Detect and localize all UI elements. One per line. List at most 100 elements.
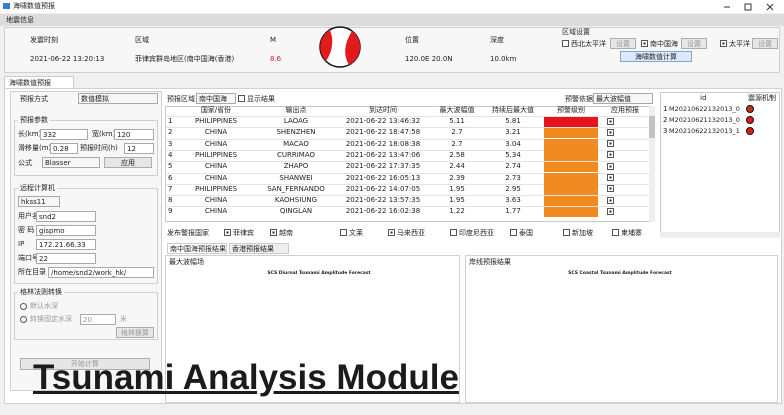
region-option: 西北太平洋 xyxy=(571,41,606,48)
input[interactable]: gispmo xyxy=(36,225,96,236)
radio[interactable] xyxy=(20,303,27,310)
country-checkbox[interactable] xyxy=(224,229,231,236)
select[interactable]: hkss11 xyxy=(18,196,60,207)
input[interactable]: 12 xyxy=(124,143,154,154)
table-cell: 2021-06-22 14:07:05 xyxy=(337,186,429,193)
maximize-icon[interactable] xyxy=(745,4,751,10)
apply-checkbox[interactable] xyxy=(607,118,614,125)
select[interactable]: 最大波幅值 xyxy=(593,93,653,104)
table-cell: 6 xyxy=(165,175,177,182)
table-cell: 4 xyxy=(165,152,177,159)
country-checkbox[interactable] xyxy=(270,229,277,236)
input[interactable]: 172.21.66.33 xyxy=(36,239,96,250)
warning-level xyxy=(544,128,598,139)
settings-button[interactable]: 设置 xyxy=(752,38,778,49)
table-cell: PHILIPPINES xyxy=(177,186,255,193)
region-option: 南中国海 xyxy=(650,41,678,48)
radio[interactable] xyxy=(20,316,27,323)
input[interactable]: /home/snd2/work_hk/ xyxy=(48,267,154,278)
input[interactable]: 0.28 xyxy=(50,143,78,154)
column-header: 持续后最大值 xyxy=(485,107,541,114)
label: 转换固定水深 xyxy=(30,316,72,323)
table-cell: 2021-06-22 13:47:06 xyxy=(337,152,429,159)
country-checkbox[interactable] xyxy=(388,229,395,236)
label: 预报区域 xyxy=(167,96,195,103)
table-cell: 3.04 xyxy=(485,141,541,148)
quake-label: M xyxy=(270,37,276,44)
checkbox[interactable] xyxy=(238,95,245,102)
select[interactable]: 数值模拟 xyxy=(78,93,158,104)
country-name: 马来西亚 xyxy=(397,230,425,237)
quake-value: 120.0E 20.0N xyxy=(405,56,453,63)
beachball xyxy=(320,27,360,67)
apply-checkbox[interactable] xyxy=(607,185,614,192)
result-tab[interactable]: 香港预报结果 xyxy=(229,243,289,254)
country-checkbox[interactable] xyxy=(340,229,347,236)
apply-checkbox[interactable] xyxy=(607,151,614,158)
table-cell: 2.7 xyxy=(429,129,485,136)
tab[interactable]: 海啸数值预报 xyxy=(4,76,74,88)
mechanism-icon xyxy=(746,116,754,124)
column-header: 输出点 xyxy=(255,107,337,114)
input[interactable]: 22 xyxy=(36,253,96,264)
close-icon[interactable] xyxy=(767,4,773,10)
input[interactable]: 20 xyxy=(80,314,116,325)
apply-checkbox[interactable] xyxy=(607,163,614,170)
table-cell: 1.22 xyxy=(429,208,485,215)
region-checkbox[interactable] xyxy=(562,40,569,47)
country-checkbox[interactable] xyxy=(612,229,619,236)
column-header: 到达时间 xyxy=(337,107,429,114)
region-checkbox[interactable] xyxy=(720,40,727,47)
table-cell: 2.73 xyxy=(485,175,541,182)
table-cell: 1 xyxy=(165,118,177,125)
table-cell: 2.7 xyxy=(429,141,485,148)
country-checkbox[interactable] xyxy=(510,229,517,236)
quake-label: 深度 xyxy=(490,37,504,44)
warning-level xyxy=(544,162,598,173)
apply-checkbox[interactable] xyxy=(607,208,614,215)
button[interactable]: 应用 xyxy=(104,157,152,168)
country-name: 新加坡 xyxy=(572,230,593,237)
table-cell: 1.95 xyxy=(429,186,485,193)
table-cell: SHENZHEN xyxy=(255,129,337,136)
table-cell: 5.34 xyxy=(485,152,541,159)
select[interactable]: 南中国海 xyxy=(196,93,236,104)
id-item[interactable]: M20210622132013_1 xyxy=(669,128,740,135)
quake-label: 区域 xyxy=(135,37,149,44)
table-cell: CHINA xyxy=(177,175,255,182)
table-cell: 2.58 xyxy=(429,152,485,159)
settings-button[interactable]: 设置 xyxy=(681,38,707,49)
apply-checkbox[interactable] xyxy=(607,174,614,181)
panel-title: 最大波幅场 xyxy=(169,259,204,266)
table-cell: 5 xyxy=(165,163,177,170)
table-cell: CHINA xyxy=(177,197,255,204)
country-checkbox[interactable] xyxy=(450,229,457,236)
input[interactable]: 332 xyxy=(40,129,88,140)
app-window: 海啸数值预报地震信息 xyxy=(0,0,784,415)
page: Tsunami UI { "window": {"title": "海啸数值预报… xyxy=(0,0,784,415)
map-title: SCS Coastal Tsunami Amplitude Forecast xyxy=(560,272,680,277)
region-checkbox[interactable] xyxy=(641,40,648,47)
table-cell: 8 xyxy=(165,197,177,204)
input[interactable]: 120 xyxy=(114,129,154,140)
select[interactable]: Blasser xyxy=(42,157,100,168)
table-cell: QINGLAN xyxy=(255,208,337,215)
button[interactable]: 格林换算 xyxy=(116,327,154,338)
apply-checkbox[interactable] xyxy=(607,129,614,136)
apply-checkbox[interactable] xyxy=(607,140,614,147)
apply-checkbox[interactable] xyxy=(607,197,614,204)
country-checkbox[interactable] xyxy=(563,229,570,236)
result-tab[interactable]: 南中国海预报结果 xyxy=(167,243,227,254)
mechanism-icon xyxy=(746,105,754,113)
table-cell: MACAO xyxy=(255,141,337,148)
table-cell: KAOHSIUNG xyxy=(255,197,337,204)
input[interactable]: snd2 xyxy=(36,211,96,222)
warning-level xyxy=(544,196,598,207)
label: 米 xyxy=(120,316,127,323)
id-item[interactable]: M20210621132013_0 xyxy=(669,117,740,124)
id-item[interactable]: M20210622132013_0 xyxy=(669,106,740,113)
id-header: 震源机制 xyxy=(748,95,776,102)
compute-button[interactable]: 海啸数值计算 xyxy=(620,51,692,62)
caption: Tsunami Analysis Module xyxy=(33,360,459,395)
settings-button[interactable]: 设置 xyxy=(610,38,636,49)
